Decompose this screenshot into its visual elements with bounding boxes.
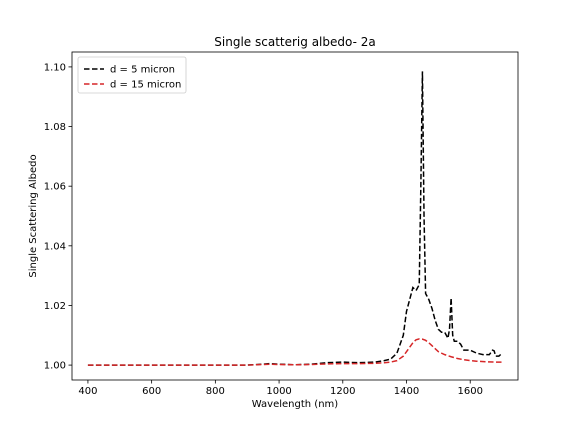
- y-tick-label: 1.06: [44, 182, 66, 193]
- legend-label-2: d = 15 micron: [110, 80, 181, 91]
- y-tick-label: 1.04: [44, 241, 66, 252]
- x-tick-label: 400: [78, 386, 97, 397]
- series-line-2: [87, 338, 503, 366]
- y-axis-label: Single Scattering Albedo: [28, 154, 39, 277]
- legend-label-1: d = 5 micron: [110, 65, 175, 76]
- plot-area: [87, 71, 503, 366]
- x-tick-label: 1200: [330, 386, 355, 397]
- plot-frame: [71, 51, 519, 381]
- y-tick-label: 1.00: [44, 361, 66, 372]
- y-tick-label: 1.10: [44, 62, 66, 73]
- y-tick-label: 1.02: [44, 301, 66, 312]
- legend: d = 5 micron d = 15 micron: [77, 56, 187, 94]
- y-tick-label: 1.08: [44, 122, 66, 133]
- legend-box: [77, 56, 187, 94]
- x-tick-label: 800: [206, 386, 225, 397]
- axes: 400 600 800 1000 1200 1400 1600 1.00 1.02 1.04 1.0…: [44, 51, 519, 397]
- x-tick-label: 1000: [266, 386, 291, 397]
- x-tick-label: 600: [142, 386, 161, 397]
- x-axis-label: Wavelength (nm): [252, 399, 338, 410]
- x-tick-label: 1400: [394, 386, 419, 397]
- x-tick-label: 1600: [457, 386, 482, 397]
- chart-title: Single scatterig albedo- 2a: [214, 35, 375, 49]
